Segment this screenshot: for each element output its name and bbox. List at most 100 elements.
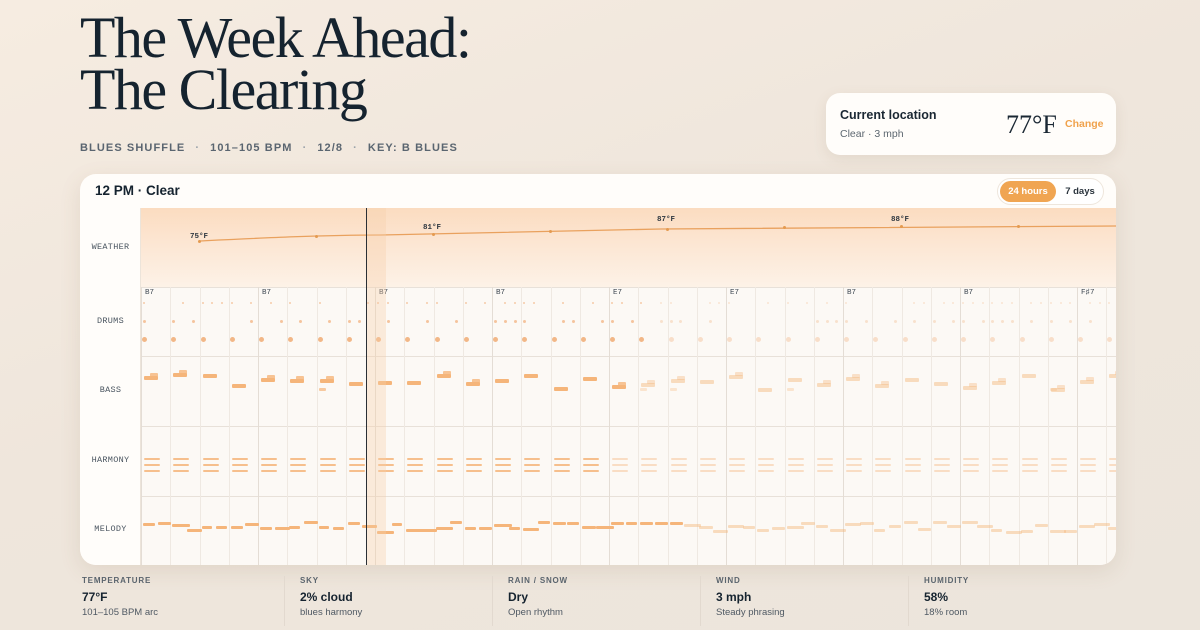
drum-hit <box>172 320 176 323</box>
harmony-note <box>407 470 424 472</box>
harmony-note <box>992 464 1009 466</box>
beat-gridline <box>1077 287 1078 565</box>
bass-note <box>179 370 188 374</box>
melody-note <box>186 529 202 532</box>
melody-note <box>464 527 476 530</box>
beat-gridline <box>638 287 639 565</box>
drum-hit <box>679 320 683 323</box>
harmony-note <box>202 470 219 472</box>
drum-kick <box>142 337 147 342</box>
melody-note <box>567 522 580 525</box>
drum-hit <box>503 320 507 323</box>
beat-gridline <box>580 287 581 565</box>
stat-label: TEMPERATURE <box>82 576 152 585</box>
beat-gridline <box>200 287 201 565</box>
drum-hit <box>1088 320 1092 323</box>
bass-note <box>992 381 1007 385</box>
drum-hit <box>406 302 409 304</box>
temperature-label: 81°F <box>423 224 442 232</box>
change-location-button[interactable]: Change <box>1065 118 1104 130</box>
drum-hit <box>191 320 195 323</box>
drum-hit <box>835 320 839 323</box>
bass-note <box>640 388 648 391</box>
chord-label: B7 <box>145 289 155 297</box>
drum-hit <box>845 320 848 323</box>
beat-gridline <box>1019 287 1020 565</box>
bass-note <box>553 387 568 391</box>
bass-note <box>670 379 685 383</box>
lane-label-weather: WEATHER <box>91 242 130 252</box>
melody-note <box>347 522 360 525</box>
toggle-24-hours[interactable]: 24 hours <box>1000 181 1056 202</box>
beat-gridline <box>287 287 288 565</box>
harmony-note <box>875 470 892 472</box>
lane-separator <box>141 287 1116 288</box>
harmony-note <box>1021 458 1038 460</box>
stat-wind: WIND 3 mph Steady phrasing <box>716 576 916 630</box>
melody-note <box>303 521 318 524</box>
melody-note <box>260 527 272 530</box>
page-title: The Week Ahead: The Clearing <box>80 9 472 119</box>
harmony-note <box>378 458 394 460</box>
drum-kick <box>990 337 996 342</box>
harmony-note <box>495 458 511 460</box>
beat-gridline <box>609 287 610 565</box>
drum-kick <box>405 337 411 342</box>
stat-label: RAIN / SNOW <box>508 576 568 585</box>
temperature-point <box>549 230 552 233</box>
drum-hit <box>913 302 916 304</box>
beat-gridline <box>375 287 376 565</box>
current-time-marker[interactable] <box>366 208 367 565</box>
melody-note <box>962 521 978 524</box>
temperature-point <box>666 228 669 231</box>
stat-value: Dry <box>508 590 529 604</box>
drum-hit <box>318 302 321 304</box>
bass-note <box>846 377 860 381</box>
temperature-label: 75°F <box>190 233 209 241</box>
drum-hit <box>1069 320 1073 323</box>
bass-note <box>325 376 334 380</box>
drum-hit <box>962 320 965 323</box>
lane-separator <box>141 426 1116 427</box>
temperature-point <box>783 226 786 229</box>
meta-bpm: 101–105 BPM <box>210 142 293 154</box>
harmony-note <box>1080 470 1096 472</box>
harmony-note <box>436 470 453 472</box>
drum-hit <box>1030 302 1033 304</box>
harmony-note <box>231 470 248 472</box>
drum-hit <box>513 302 516 304</box>
drum-hit <box>659 320 663 323</box>
bass-note <box>465 382 480 386</box>
drum-kick <box>1107 337 1113 342</box>
harmony-note <box>319 464 336 466</box>
bass-note <box>1080 380 1094 384</box>
drum-kick <box>902 337 908 342</box>
drum-hit <box>864 320 868 323</box>
melody-note <box>1108 527 1116 530</box>
harmony-note <box>173 458 190 460</box>
harmony-note <box>963 470 979 472</box>
toggle-7-days[interactable]: 7 days <box>1065 186 1095 197</box>
beat-gridline <box>872 287 873 565</box>
drum-hit <box>981 302 984 304</box>
melody-note <box>289 526 301 529</box>
drum-hit <box>708 320 712 323</box>
drum-hit <box>211 302 214 304</box>
location-card: Current location Clear · 3 mph 77°F Chan… <box>826 93 1116 155</box>
temperature-point <box>1017 225 1020 228</box>
harmony-note <box>582 464 599 466</box>
harmony-note <box>144 458 160 460</box>
drum-hit <box>250 320 254 323</box>
drum-hit <box>1001 320 1004 323</box>
drum-hit <box>386 320 390 323</box>
drum-kick <box>463 337 469 342</box>
harmony-note <box>407 458 424 460</box>
chord-label: B7 <box>964 289 974 297</box>
bass-note <box>669 388 677 391</box>
beat-gridline <box>931 287 932 565</box>
harmony-note <box>495 464 511 466</box>
harmony-note <box>582 470 599 472</box>
harmony-note <box>436 458 453 460</box>
melody-note <box>757 529 770 532</box>
drum-hit <box>513 320 517 323</box>
